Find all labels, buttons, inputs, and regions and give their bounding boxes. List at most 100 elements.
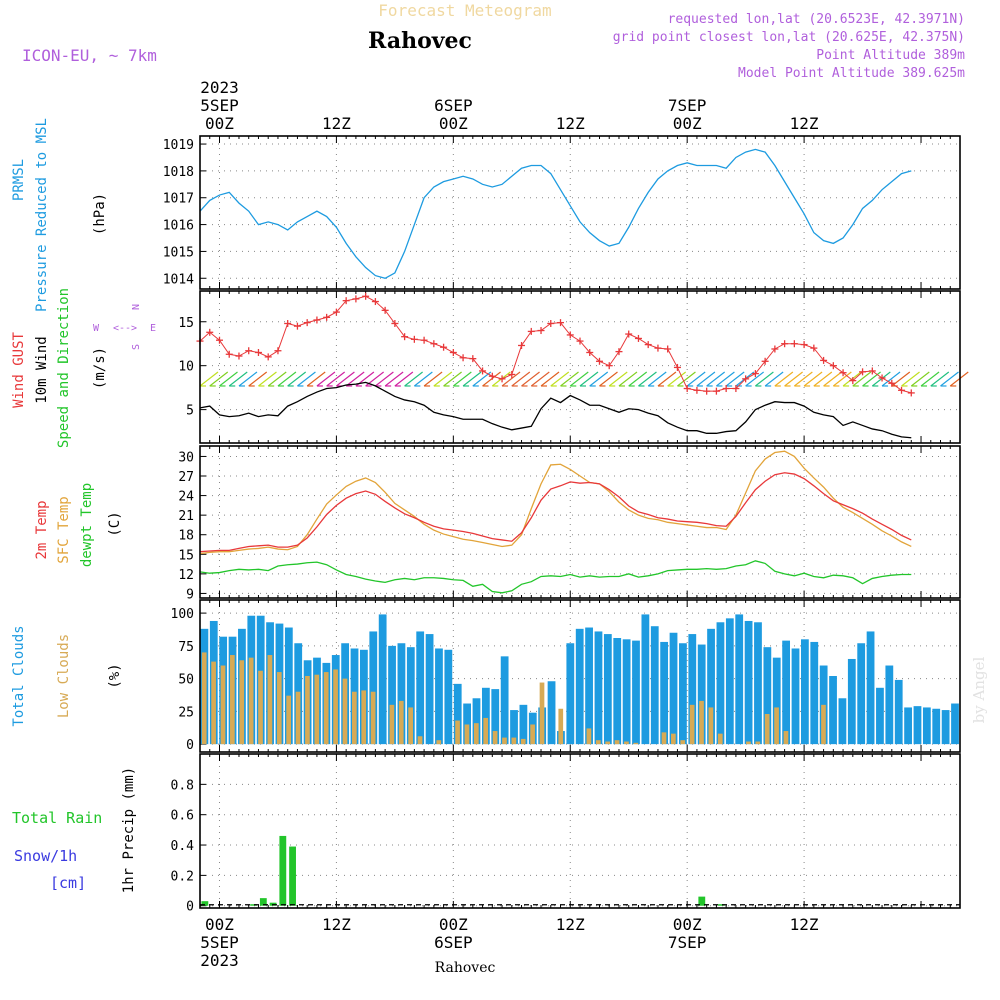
wind-compass: W <--> E N S [93,304,156,350]
total-cloud-bar [585,627,593,745]
panel-temperature: 9 12 15 18 21 24 27 30 [178,445,961,602]
grid-temperature [200,446,960,598]
footer-location: Rahovec [435,960,496,976]
total-cloud-bar [904,707,912,745]
wind-arrow [764,371,784,387]
low-cloud-bar [717,733,723,745]
total-cloud-bar [754,622,762,745]
panel-clouds: 0 25 50 75 100 [171,599,961,753]
total-cloud-bar [697,644,706,745]
model-altitude: Model Point Altitude 389.625m [738,66,965,81]
total-cloud-bar [575,628,584,745]
top-time-label: 12Z [790,114,819,133]
grid-wind [200,291,960,443]
wind-arrow [452,371,472,387]
ytick-label: 24 [178,490,194,505]
pressure-line [199,148,912,279]
low-cloud-bar [624,741,629,745]
wind-arrow [345,371,365,387]
total-cloud-bar [894,679,903,745]
ytick-label: 1015 [163,245,194,260]
ytick-label: 5 [186,404,194,419]
low-cloud-bar [201,652,207,745]
ytick-label: 10 [178,360,194,375]
ytick-label: 1014 [163,272,194,287]
wind-arrow [482,371,501,387]
ytick-label: 0.2 [171,869,194,884]
top-time-label: 00Z [439,114,468,133]
wind-arrow [716,371,735,387]
low-cloud-bar [342,678,348,745]
total-cloud-bar [913,706,922,745]
low-cloud-bar [746,741,751,745]
total-cloud-bar [782,640,791,745]
wind-arrow [462,371,482,387]
wind-arrow [920,371,940,387]
total-rain-label: Total Rain [12,809,102,827]
low-cloud-bar [614,740,620,745]
top-time-label: 00Z [205,114,234,133]
watermark: by Angel [970,656,988,723]
top-time-label: 6SEP [434,96,473,115]
wind-arrow [638,371,657,387]
wind-gust-label: Wind GUST [11,332,27,408]
rain-bar [259,898,267,906]
wind-arrow [336,371,355,387]
total-cloud-bar [435,648,443,745]
wind-arrow [297,371,316,387]
low-cloud-bar [511,737,517,745]
panel-frame [199,753,961,909]
wind-arrow [793,371,813,387]
wind-arrow [501,371,521,387]
wind10-line [199,381,912,439]
total-cloud-bar [444,649,453,745]
wind-arrow [677,371,696,387]
ytick-label: 15 [178,316,194,331]
total-cloud-bar [810,641,819,745]
pressure-unit-label: (hPa) [92,193,108,235]
wind-arrow [287,371,307,387]
svg-text:N: N [131,304,142,310]
bottom-time-label: 00Z [205,915,234,934]
location-title: Rahovec [368,28,472,54]
low-cloud-bar [276,672,282,745]
wind-arrow [706,371,726,387]
low-cloud-bar [305,676,310,745]
wind10m-label: 10m Wind [34,336,50,403]
ytick-label: 0 [186,738,194,753]
top-title: Forecast Meteogram [378,1,551,20]
wind-arrow [871,371,891,387]
wind-arrow [209,371,229,387]
low-cloud-bar [333,669,338,745]
wind-arrow [248,371,268,387]
total-cloud-bar [481,687,490,745]
ytick-label: 9 [186,587,194,602]
wind-arrow [511,371,531,387]
wind-arrow [579,371,599,387]
top-time-label: 00Z [673,114,702,133]
wind-arrow [258,371,277,387]
total-clouds-label: Total Clouds [11,625,27,726]
low-cloud-bar [361,690,367,745]
wind-arrow [696,371,716,387]
wind-arrow [755,371,774,387]
total-cloud-bar [378,614,387,745]
wind-arrow [569,371,589,387]
bottom-time-label: 12Z [790,915,819,934]
panel-pressure: 1014 1015 1016 1017 1018 1019 [163,135,961,290]
wind-arrow [823,371,842,387]
ytick-label: 100 [171,607,194,622]
low-cloud-bar [295,691,301,745]
panel-frame [199,599,961,753]
wind-arrow [647,371,667,387]
ytick-label: 30 [178,450,194,465]
low-cloud-bar [502,737,507,745]
wind-arrow [842,371,862,387]
low-cloud-bar [689,704,695,745]
wind-arrow [433,371,453,387]
total-cloud-bar [369,631,378,745]
total-cloud-bar [500,656,509,745]
requested-coordinates: requested lon,lat (20.6523E, 42.3971N) [668,12,965,27]
wind-arrow [628,371,648,387]
